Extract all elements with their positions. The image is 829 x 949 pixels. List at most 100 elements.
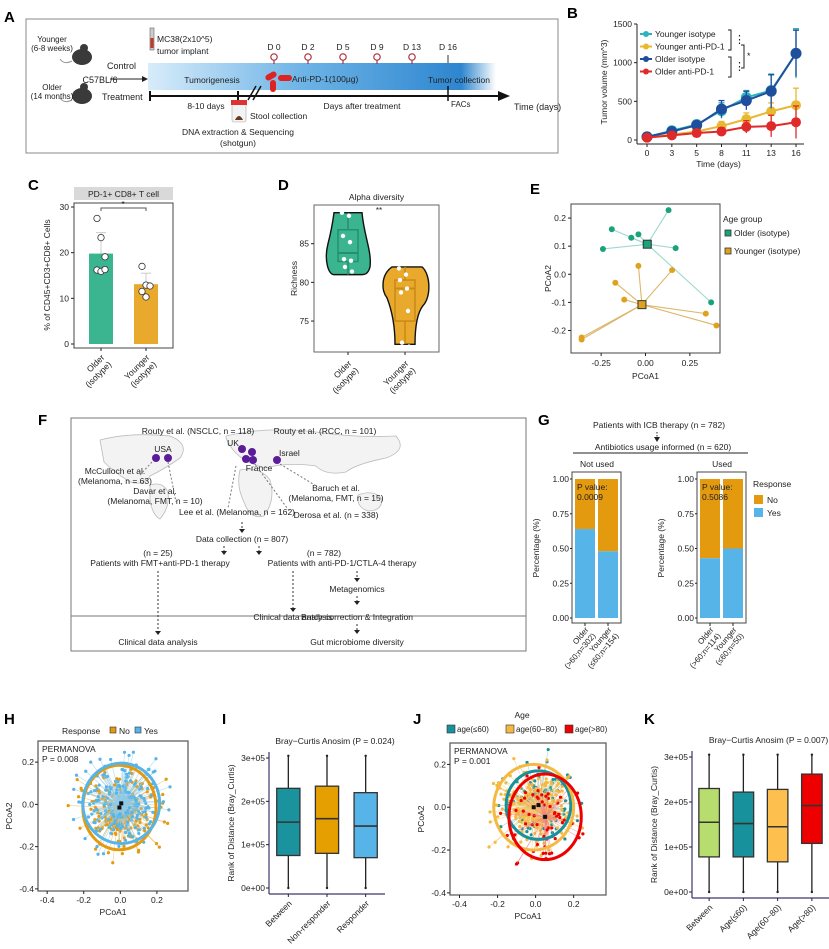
leader-line bbox=[279, 463, 319, 488]
data-point bbox=[146, 282, 154, 290]
y-tick-label: 85 bbox=[300, 239, 310, 249]
data-point bbox=[599, 245, 606, 252]
country-label-usa: USA bbox=[154, 444, 172, 454]
data-point bbox=[137, 828, 141, 832]
data-point bbox=[150, 793, 154, 798]
data-point bbox=[139, 794, 143, 798]
panel-label-C: C bbox=[28, 177, 39, 194]
spider-line bbox=[121, 795, 142, 804]
data-point bbox=[512, 756, 516, 761]
data-point bbox=[144, 823, 148, 827]
box bbox=[732, 791, 755, 858]
panel-label-E: E bbox=[530, 181, 540, 198]
data-point bbox=[122, 844, 126, 848]
spider-line bbox=[533, 816, 546, 852]
day-mark-label: D 0 bbox=[267, 42, 281, 52]
data-point bbox=[716, 103, 727, 115]
data-point bbox=[518, 824, 522, 829]
data-point bbox=[138, 820, 142, 825]
data-point bbox=[135, 813, 139, 818]
data-point bbox=[791, 117, 801, 128]
legend-swatch bbox=[505, 724, 515, 734]
spider-line bbox=[506, 806, 534, 815]
y-tick-label: 2e+05 bbox=[664, 797, 688, 807]
spider-line bbox=[519, 807, 534, 822]
data-point bbox=[95, 807, 99, 811]
data-point bbox=[553, 836, 557, 841]
spider-line bbox=[121, 786, 142, 804]
data-point bbox=[123, 830, 128, 835]
data-point bbox=[95, 787, 99, 791]
data-point bbox=[134, 798, 138, 802]
y-tick-label: 0.0 bbox=[434, 802, 446, 812]
panel-label-J: J bbox=[413, 711, 421, 728]
chart-title: Bray−Curtis Anosim (P = 0.007) bbox=[709, 735, 829, 745]
confidence-ellipse bbox=[507, 772, 583, 862]
data-point bbox=[708, 299, 715, 306]
spider-line bbox=[120, 803, 136, 828]
data-point bbox=[535, 842, 540, 847]
y-tick-label: 0.2 bbox=[554, 213, 566, 223]
spider-line bbox=[525, 816, 546, 825]
data-point bbox=[669, 267, 676, 274]
data-point bbox=[97, 798, 101, 802]
legend-label: Older isotype bbox=[655, 54, 705, 64]
data-point bbox=[168, 785, 172, 789]
x-tick-label: Younger(isotype) bbox=[121, 352, 158, 389]
y-tick-label: 0 bbox=[64, 339, 69, 349]
data-point bbox=[101, 253, 109, 261]
leader-line bbox=[227, 465, 237, 509]
y-tick-label: 0e+00 bbox=[664, 887, 688, 897]
legend-label: age(60−80) bbox=[516, 725, 557, 734]
data-point bbox=[398, 290, 404, 295]
data-point bbox=[115, 777, 119, 781]
y-tick-label: 0.25 bbox=[677, 578, 694, 588]
y-axis-title: PCoA2 bbox=[4, 802, 14, 829]
control-label: Control bbox=[107, 61, 136, 71]
y-axis-title: Tumor volume (mm^3) bbox=[599, 39, 609, 124]
spider-line bbox=[96, 803, 122, 810]
data-point bbox=[114, 832, 118, 836]
data-point bbox=[790, 47, 802, 59]
data-point bbox=[137, 831, 141, 836]
centroid-marker bbox=[117, 805, 122, 810]
sig-mark: ⋮ bbox=[734, 61, 745, 73]
data-point bbox=[533, 779, 537, 783]
x-axis-title: PCoA1 bbox=[100, 907, 127, 917]
spider-line bbox=[544, 797, 561, 818]
box bbox=[353, 792, 378, 859]
data-point bbox=[108, 825, 112, 829]
data-point bbox=[540, 800, 544, 804]
plot-frame bbox=[571, 471, 622, 624]
day-mark-label: D 5 bbox=[336, 42, 350, 52]
y-tick-label: 2e+05 bbox=[241, 796, 265, 806]
study-location-marker bbox=[248, 448, 256, 456]
axis-break bbox=[252, 85, 262, 101]
data-point bbox=[131, 835, 135, 839]
data-point bbox=[136, 850, 141, 854]
data-point bbox=[741, 121, 752, 132]
panel-label-A: A bbox=[4, 9, 15, 26]
world-map-shape bbox=[99, 434, 184, 484]
data-point bbox=[133, 826, 138, 830]
spider-line bbox=[120, 780, 126, 804]
sig-mark: * bbox=[747, 51, 751, 61]
data-point bbox=[562, 818, 566, 822]
spider-line bbox=[98, 799, 122, 804]
data-point bbox=[495, 815, 500, 819]
sig-bracket bbox=[728, 29, 732, 51]
dna-shotgun-label: (shotgun) bbox=[220, 138, 256, 148]
data-point bbox=[78, 826, 82, 830]
data-point bbox=[560, 808, 564, 812]
data-point bbox=[127, 791, 131, 795]
sig-bracket bbox=[100, 207, 147, 211]
data-point bbox=[109, 757, 113, 762]
header-line-2: Antibiotics usage informed (n = 620) bbox=[595, 442, 731, 452]
spider-line bbox=[120, 803, 126, 833]
data-point bbox=[532, 814, 536, 818]
data-point bbox=[166, 821, 170, 825]
legend-label: No bbox=[119, 726, 130, 736]
data-point bbox=[558, 815, 562, 820]
data-point bbox=[548, 804, 552, 809]
data-point bbox=[550, 826, 554, 830]
